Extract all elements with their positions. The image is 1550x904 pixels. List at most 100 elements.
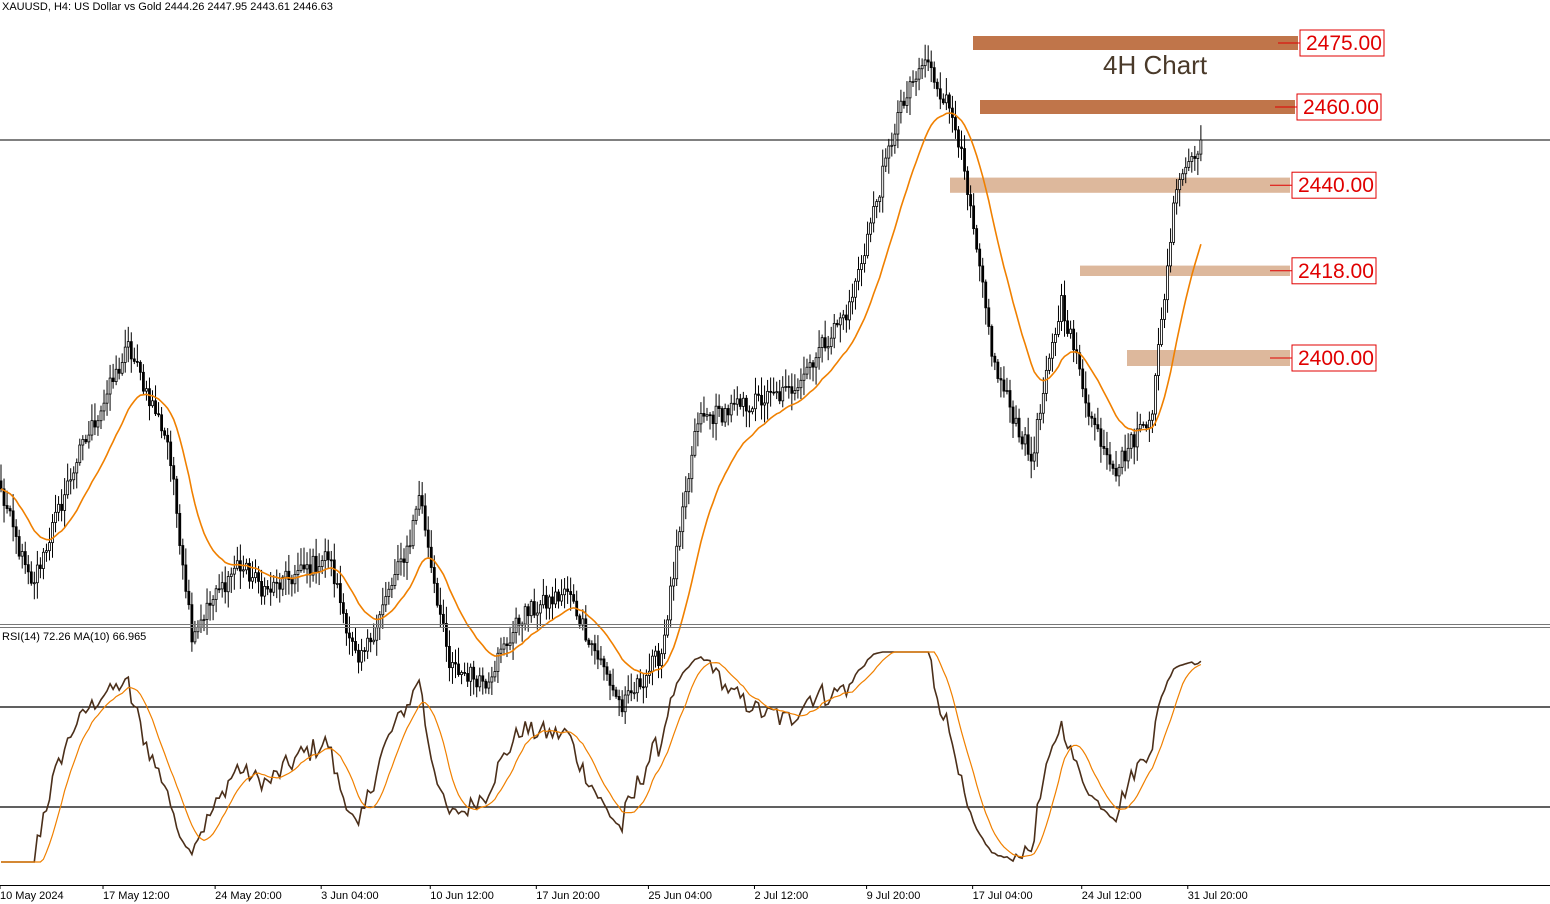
candle: [90, 404, 94, 441]
candle: [1020, 431, 1024, 450]
candle: [635, 674, 639, 702]
candle: [1147, 411, 1151, 443]
candle: [848, 289, 851, 330]
candle: [1005, 377, 1009, 395]
candle: [1190, 152, 1194, 173]
candle: [466, 662, 470, 687]
chart-annotation: 4H Chart: [1103, 50, 1208, 80]
rsi-ma-line: [1, 651, 1202, 863]
candle: [735, 386, 739, 416]
candle: [190, 592, 194, 652]
candle: [766, 379, 769, 420]
candle: [838, 312, 842, 343]
candle: [529, 599, 533, 623]
time-tick-label: 10 May 2024: [0, 890, 64, 902]
candle: [302, 547, 306, 573]
candle: [584, 605, 588, 643]
time-tick-label: 17 Jul 04:00: [973, 890, 1033, 902]
candle: [254, 559, 257, 584]
level-label-box-2475: [1299, 29, 1385, 57]
candle: [226, 571, 230, 608]
candle: [826, 335, 830, 361]
candle: [48, 527, 51, 561]
candle: [693, 418, 697, 458]
candle: [54, 494, 57, 533]
candle: [181, 538, 185, 580]
candle: [684, 476, 688, 520]
candle: [263, 577, 267, 605]
candle: [417, 480, 421, 516]
candle: [493, 660, 497, 682]
candle: [1041, 377, 1045, 424]
time-tick-label: 2 Jul 12:00: [754, 890, 808, 902]
candle: [599, 646, 603, 666]
candle: [396, 544, 400, 581]
candle: [35, 550, 39, 599]
candle: [448, 630, 451, 682]
candle: [69, 468, 73, 495]
candle: [775, 381, 779, 400]
candle: [978, 243, 982, 282]
candle: [63, 478, 67, 528]
candle: [1066, 310, 1069, 337]
candle: [832, 314, 836, 349]
candle: [796, 378, 800, 399]
candle: [887, 138, 891, 174]
candle: [1023, 427, 1027, 456]
candle: [157, 402, 160, 418]
candle: [60, 489, 63, 522]
level-label-2418: 2418.00: [1298, 260, 1374, 283]
candle: [551, 586, 554, 620]
candle: [554, 578, 557, 609]
candle: [366, 629, 370, 659]
candle: [75, 458, 79, 489]
candle: [1126, 433, 1130, 469]
candle: [1135, 411, 1139, 461]
candle: [763, 385, 766, 423]
candle: [993, 352, 997, 371]
rsi-header: RSI(14) 72.26 MA(10) 66.965: [2, 631, 146, 643]
candle: [354, 627, 357, 654]
candle: [960, 130, 963, 160]
candle: [1008, 379, 1012, 423]
candle: [451, 652, 454, 684]
candle: [332, 543, 336, 598]
candle: [126, 326, 130, 363]
candle: [145, 380, 148, 401]
candle: [657, 643, 660, 679]
candle: [1047, 353, 1051, 375]
candle: [360, 638, 363, 671]
candle: [1166, 248, 1169, 313]
candle: [199, 604, 203, 633]
candle: [1096, 407, 1100, 433]
candle: [499, 637, 503, 664]
candle: [1014, 405, 1018, 427]
candle: [1102, 429, 1106, 456]
candle: [614, 686, 618, 699]
candle: [663, 619, 666, 659]
candle: [620, 690, 624, 717]
candle: [341, 593, 345, 624]
candle: [863, 243, 866, 273]
candle: [1075, 332, 1079, 365]
candle: [1151, 409, 1154, 434]
candle: [178, 504, 182, 555]
candle: [769, 377, 773, 407]
candle: [475, 675, 479, 698]
candle: [723, 403, 727, 427]
candle: [751, 406, 754, 415]
candle: [129, 332, 133, 373]
candle: [811, 359, 815, 382]
candle: [296, 552, 300, 592]
candle: [211, 595, 215, 621]
candle: [1175, 179, 1179, 215]
candle: [711, 411, 715, 438]
candle: [714, 393, 718, 441]
candle: [1002, 366, 1006, 398]
candle: [1081, 359, 1085, 398]
candle: [626, 675, 630, 704]
candle: [308, 548, 312, 588]
candle: [235, 546, 239, 571]
time-tick-label: 10 Jun 12:00: [430, 890, 494, 902]
candle: [1038, 404, 1042, 431]
